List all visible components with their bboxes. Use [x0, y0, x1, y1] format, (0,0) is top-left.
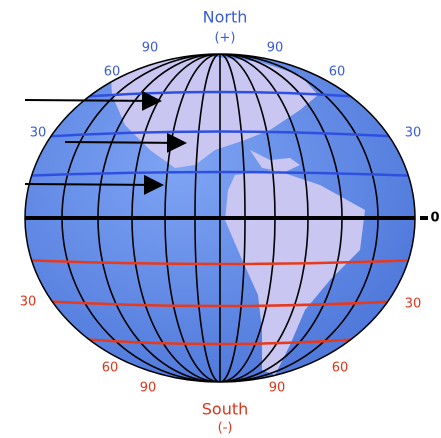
latitude-label: 60 — [329, 65, 346, 80]
caribbean — [250, 150, 300, 172]
globe-surface — [25, 54, 415, 382]
latitude-label: 30 — [405, 126, 422, 141]
latitude-label: 30 — [30, 126, 47, 141]
latitude-label: 60 — [332, 361, 349, 376]
south-title: South — [202, 400, 249, 419]
equator-label: 0 — [430, 211, 439, 226]
latitude-label: 30 — [20, 295, 37, 310]
latitude-label: 90 — [142, 41, 159, 56]
arrows — [24, 90, 187, 195]
south-america — [225, 170, 365, 375]
latitude-label: 90 — [140, 381, 157, 396]
latitude-label: 30 — [405, 297, 422, 312]
latitude-label: 60 — [102, 361, 119, 376]
south-sign: (-) — [218, 421, 233, 436]
north-america — [110, 55, 318, 168]
north-sign: (+) — [214, 31, 235, 46]
latitude-label: 90 — [267, 41, 284, 56]
latitude-label: 90 — [269, 381, 286, 396]
latitude-label: 60 — [104, 65, 121, 80]
north-title: North — [203, 8, 248, 27]
globe-outline — [24, 53, 416, 383]
